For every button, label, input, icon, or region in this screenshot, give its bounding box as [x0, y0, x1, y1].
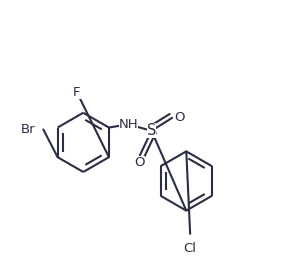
Text: Br: Br [21, 123, 36, 136]
Text: Cl: Cl [184, 242, 197, 255]
Text: F: F [73, 86, 81, 99]
Text: S: S [147, 123, 156, 138]
Text: O: O [175, 111, 185, 124]
Text: O: O [135, 156, 145, 169]
Text: NH: NH [119, 118, 138, 131]
